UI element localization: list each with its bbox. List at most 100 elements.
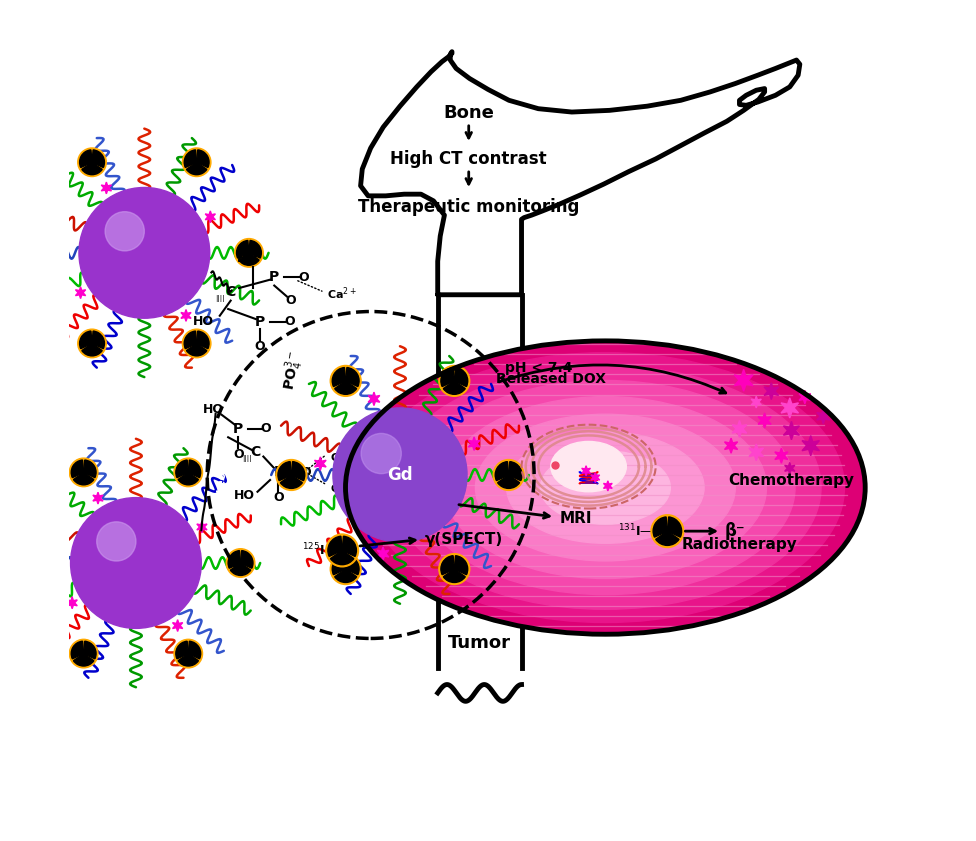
- Text: Ca$^{2+}$: Ca$^{2+}$: [331, 448, 360, 465]
- Wedge shape: [80, 331, 92, 349]
- Circle shape: [664, 527, 671, 535]
- Polygon shape: [590, 473, 599, 483]
- Text: pH < 7.4: pH < 7.4: [505, 361, 572, 375]
- Polygon shape: [749, 444, 763, 461]
- Polygon shape: [799, 390, 811, 404]
- Polygon shape: [734, 369, 753, 391]
- Wedge shape: [186, 164, 207, 175]
- Wedge shape: [176, 641, 188, 659]
- Circle shape: [69, 639, 98, 668]
- Text: —: —: [639, 525, 652, 537]
- Wedge shape: [239, 255, 259, 265]
- Polygon shape: [205, 211, 216, 223]
- Text: O: O: [273, 491, 284, 504]
- Polygon shape: [784, 421, 799, 440]
- Circle shape: [361, 433, 401, 473]
- Polygon shape: [764, 383, 779, 399]
- Wedge shape: [82, 346, 102, 356]
- Circle shape: [288, 471, 295, 479]
- Wedge shape: [93, 331, 104, 349]
- Circle shape: [28, 559, 35, 567]
- Wedge shape: [71, 641, 83, 659]
- Wedge shape: [71, 460, 83, 478]
- Polygon shape: [181, 309, 191, 321]
- Circle shape: [25, 239, 54, 267]
- Text: Radiotherapy: Radiotherapy: [681, 537, 797, 552]
- Polygon shape: [724, 438, 738, 453]
- Circle shape: [89, 340, 96, 347]
- Text: HO: HO: [234, 489, 255, 502]
- Wedge shape: [188, 641, 201, 659]
- Wedge shape: [249, 241, 262, 258]
- Circle shape: [105, 212, 144, 251]
- Circle shape: [330, 366, 361, 396]
- Circle shape: [80, 650, 87, 657]
- Text: Osteolysis: Osteolysis: [216, 438, 228, 511]
- Text: ||||: ||||: [215, 294, 224, 302]
- Wedge shape: [241, 551, 253, 569]
- Circle shape: [69, 458, 98, 487]
- Wedge shape: [343, 537, 356, 557]
- Polygon shape: [732, 420, 747, 437]
- Text: O: O: [286, 294, 297, 307]
- Ellipse shape: [550, 442, 627, 492]
- Polygon shape: [468, 437, 480, 450]
- Wedge shape: [335, 571, 356, 583]
- Polygon shape: [802, 436, 820, 456]
- Text: O: O: [233, 447, 244, 461]
- Circle shape: [505, 471, 512, 479]
- Polygon shape: [173, 620, 183, 632]
- Text: O: O: [299, 271, 308, 283]
- Circle shape: [245, 250, 253, 257]
- Polygon shape: [582, 466, 590, 476]
- Polygon shape: [377, 547, 388, 560]
- Circle shape: [330, 553, 361, 584]
- Wedge shape: [335, 383, 356, 394]
- Ellipse shape: [389, 366, 821, 610]
- Wedge shape: [668, 517, 681, 537]
- Wedge shape: [84, 641, 96, 659]
- Wedge shape: [346, 556, 359, 574]
- Text: HO: HO: [236, 252, 258, 265]
- Wedge shape: [443, 383, 466, 394]
- Wedge shape: [197, 150, 209, 167]
- Wedge shape: [278, 462, 291, 481]
- Polygon shape: [603, 481, 612, 491]
- Wedge shape: [82, 164, 102, 175]
- Wedge shape: [346, 368, 359, 387]
- Polygon shape: [360, 51, 799, 294]
- Text: Therapeutic monitoring: Therapeutic monitoring: [358, 198, 580, 216]
- Wedge shape: [73, 656, 94, 666]
- Polygon shape: [314, 457, 326, 470]
- Wedge shape: [236, 241, 249, 258]
- Circle shape: [183, 329, 211, 357]
- Wedge shape: [184, 150, 196, 167]
- Wedge shape: [21, 565, 42, 575]
- Polygon shape: [102, 182, 111, 193]
- Text: Gd: Gd: [387, 466, 413, 484]
- Text: P: P: [269, 270, 279, 284]
- Wedge shape: [197, 331, 209, 349]
- Wedge shape: [230, 565, 251, 575]
- Text: Chemotherapy: Chemotherapy: [728, 473, 854, 489]
- Polygon shape: [67, 597, 77, 609]
- Circle shape: [89, 159, 96, 166]
- Wedge shape: [498, 477, 519, 489]
- Wedge shape: [19, 551, 31, 569]
- Circle shape: [36, 250, 43, 257]
- Circle shape: [276, 459, 306, 490]
- Wedge shape: [328, 537, 342, 557]
- Circle shape: [17, 548, 46, 577]
- Wedge shape: [188, 460, 201, 478]
- Wedge shape: [31, 551, 44, 569]
- Ellipse shape: [416, 380, 795, 595]
- Ellipse shape: [475, 415, 735, 561]
- Wedge shape: [176, 460, 188, 478]
- Wedge shape: [84, 460, 96, 478]
- Text: O: O: [284, 315, 295, 328]
- Circle shape: [342, 565, 349, 573]
- Circle shape: [651, 515, 684, 547]
- Text: P: P: [273, 465, 284, 479]
- Polygon shape: [752, 396, 761, 408]
- Wedge shape: [441, 368, 454, 387]
